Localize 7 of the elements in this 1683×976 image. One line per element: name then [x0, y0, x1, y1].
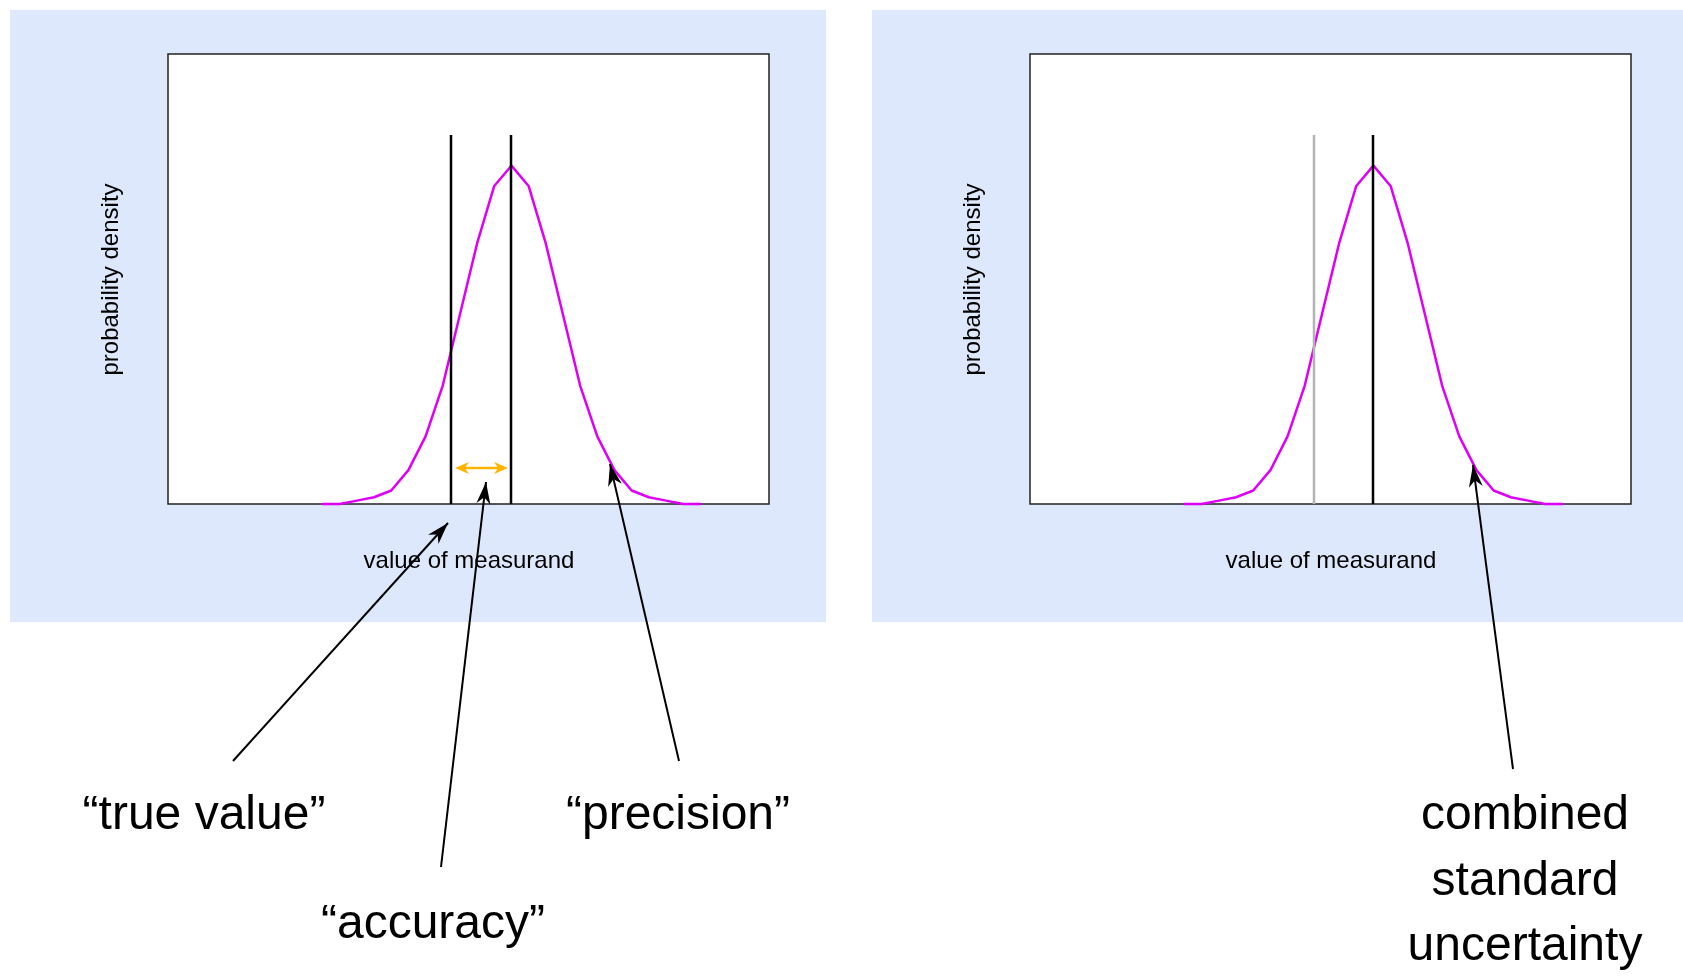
y-axis-title: probability density: [957, 183, 985, 376]
text: combined standard uncertainty: [1407, 785, 1643, 970]
text: “true value”: [82, 785, 326, 839]
text: “accuracy”: [320, 894, 546, 948]
y-axis-title: probability density: [95, 183, 123, 376]
x-axis-title: value of measurand: [1225, 545, 1437, 573]
text: “precision”: [565, 785, 791, 839]
